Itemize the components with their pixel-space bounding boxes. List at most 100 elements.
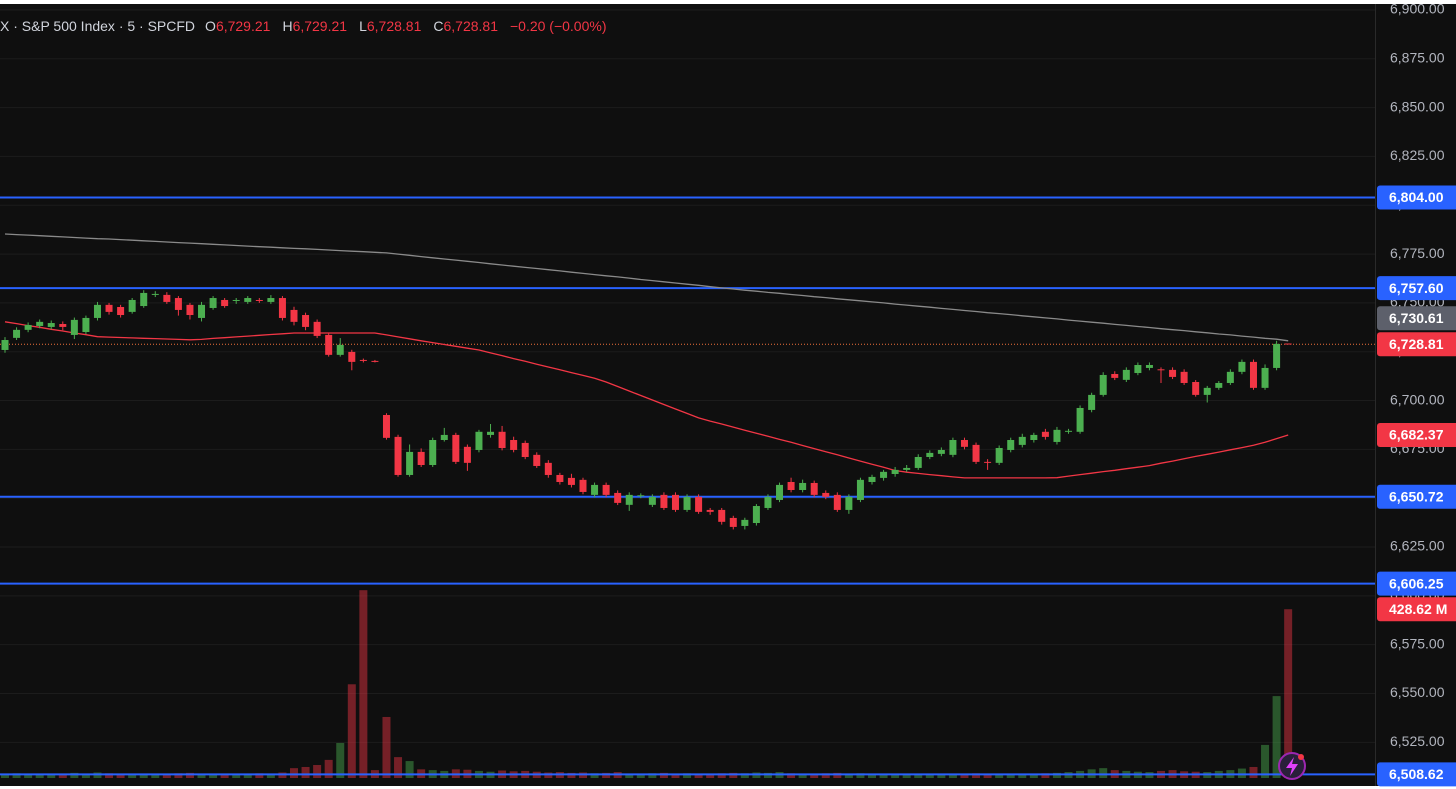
candle-body [752,506,760,524]
candle-body [117,307,125,316]
candle-body [371,360,379,362]
candle-body [70,319,78,335]
alert-dot[interactable] [1298,754,1304,760]
volume-bar [1099,768,1108,778]
candle-body [140,292,148,307]
volume-bar [798,773,807,778]
candle-body [1122,369,1130,380]
volume-bar [336,742,345,778]
volume-bar [1052,772,1061,778]
volume-bar [70,772,79,778]
candle-body [960,440,968,447]
volume-bar [1006,774,1015,778]
candle-body [1273,343,1281,368]
candle-body [868,476,876,482]
volume-bar [868,774,876,778]
candle-body [602,484,610,495]
candle-body [810,482,818,495]
volume-bar [162,774,171,778]
legend-header: X · S&P 500 Index · 5 · SPCFD O6,729.21 H6… [0,18,607,34]
candle-body [163,294,171,302]
candle-body [614,492,622,503]
candle-body [972,444,980,462]
candle-body [1203,387,1211,395]
volume-bar [255,773,264,778]
volume-bar [116,774,125,778]
candle-body [937,449,945,454]
volume-bar [648,773,657,778]
volume-bar [1284,609,1293,778]
candle-body [302,315,310,327]
candle-body [856,479,864,500]
candle-body [995,448,1003,463]
volume-bar [174,773,183,778]
candle-body [47,323,55,327]
volume-bar [879,774,888,778]
volume-bar [995,774,1004,778]
volume-bar [602,772,611,778]
candle-body [232,299,240,301]
tag-layer: 6,804.00 6,757.60 6,650.72 6,606.25 6,508.62… [1377,185,1456,787]
candle-body [1238,361,1246,372]
volume-bar [856,773,865,778]
level-tag-label: 6,804.00 [1389,189,1444,205]
candle-body [1099,374,1107,395]
volume-bar [833,772,842,778]
level-tag-label: 6,606.25 [1389,575,1444,591]
volume-bar [567,772,576,778]
candle-body [82,317,90,333]
alert-bolt[interactable] [1286,757,1298,776]
volume-bar [1018,774,1027,778]
candle-body [1018,436,1026,445]
volume-bar [232,774,241,778]
alert-icon[interactable] [1278,752,1306,780]
level-tag-box [1377,571,1456,596]
candle-body [255,299,263,301]
candle-body [24,324,32,330]
price-tag-box [1377,306,1456,331]
candle-body [1192,382,1200,395]
y-tick-label: 6,575.00 [1390,635,1445,651]
candle-body [926,452,934,457]
candle-body [244,298,252,302]
volume-bar [220,774,229,778]
legend-text: −0.20 (−0.00%) [510,18,607,34]
level-tag-box [1377,762,1456,787]
candle-body [521,442,529,457]
volume-bar [359,590,368,778]
volume-bar [347,684,356,778]
price-tag-label: 6,728.81 [1389,336,1444,352]
y-tick-label: 6,625.00 [1390,538,1445,554]
candle-body [498,431,506,449]
moving-average-layer [4,233,1289,479]
candle-body [440,434,448,441]
volume-bar [1237,768,1246,778]
volume-bar [740,773,749,778]
candle-body [406,451,414,475]
legend-text: 6,729.21 [293,18,348,34]
candle-body [452,434,460,462]
y-tick-label: 6,825.00 [1390,147,1445,163]
candle-body [510,440,518,450]
volume-bar [58,774,67,778]
candle-body [845,496,853,510]
candle-body [13,329,21,338]
volume-tag-label: 428.62 M [1389,601,1447,617]
candle-body [776,484,784,500]
candle-body [891,469,899,474]
candle-body [1111,373,1119,378]
volume-bar [891,774,900,778]
y-tick-label: 6,850.00 [1390,98,1445,114]
y-tick-label: 6,775.00 [1390,245,1445,261]
candle-body [1076,407,1084,432]
volume-bar [185,772,194,778]
volume-bar [313,765,322,778]
candle-body [105,304,113,312]
candle-body [267,298,275,302]
volume-bar [810,774,819,778]
candle-body [648,496,656,505]
candle-body [417,451,425,466]
volume-bar [694,774,703,778]
candle-body [695,496,703,512]
